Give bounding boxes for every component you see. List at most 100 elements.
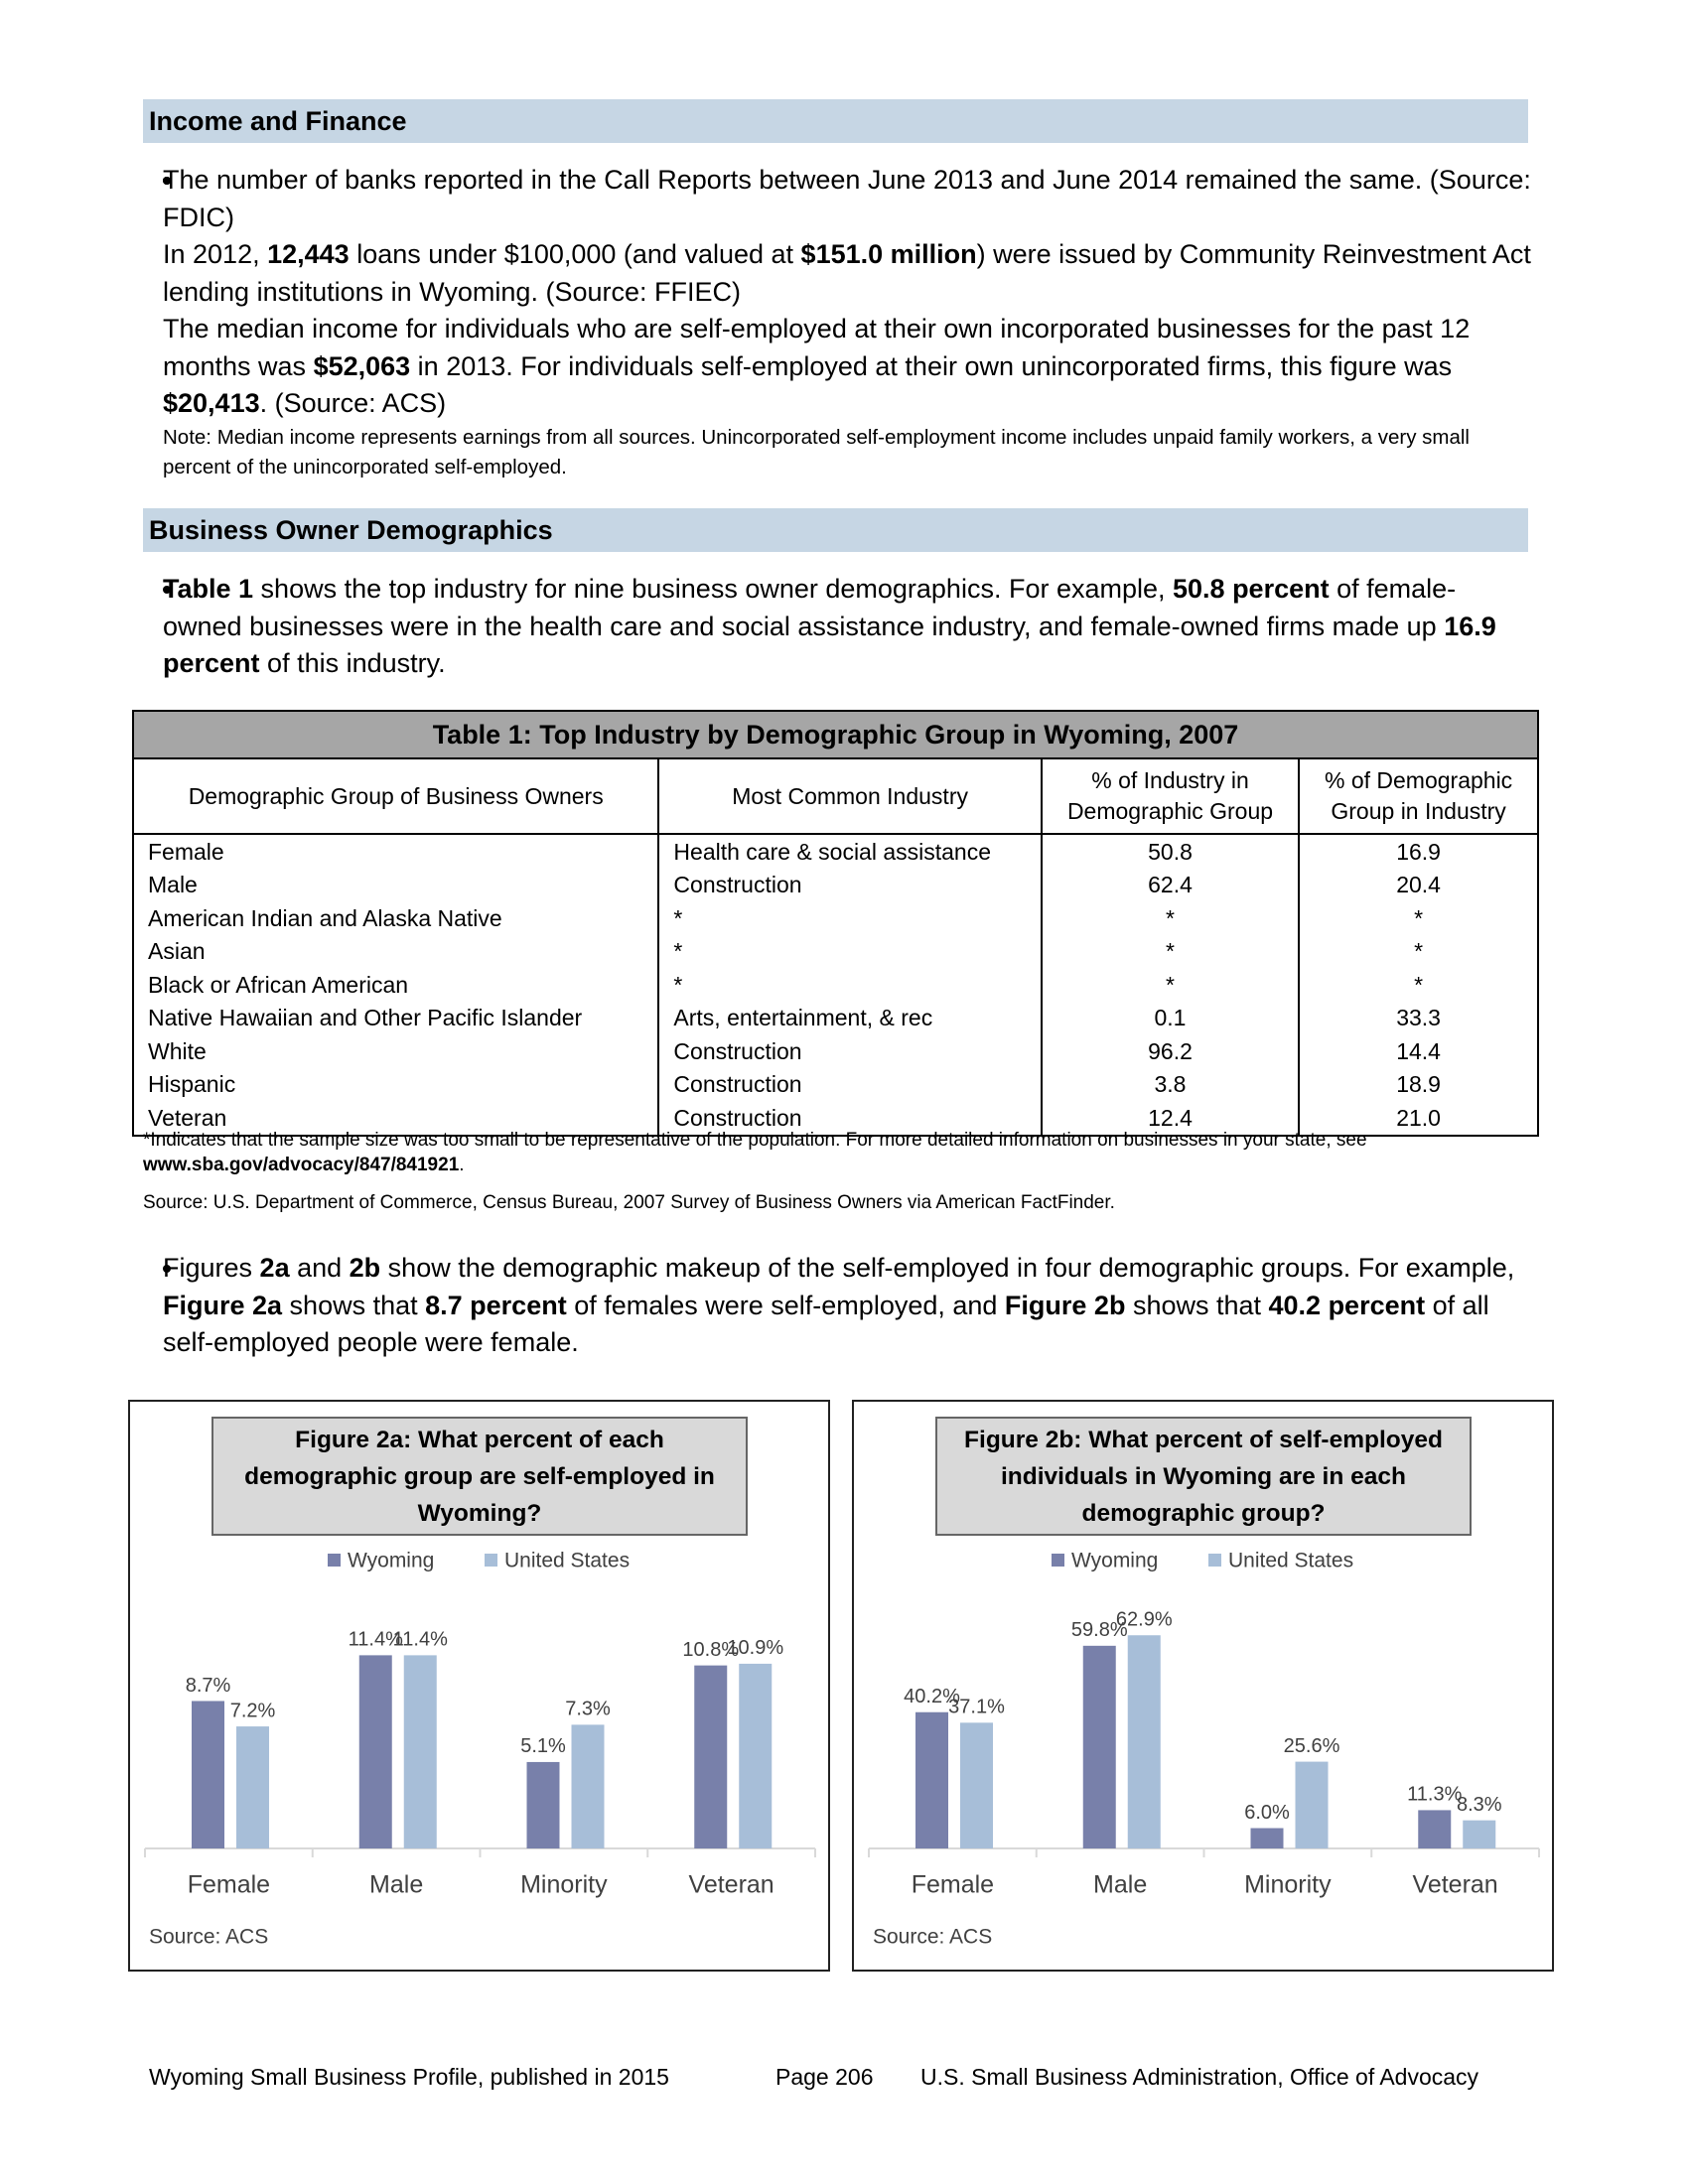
table-row: Hispanic Construction 3.8 18.9 xyxy=(131,1067,1539,1101)
legend-label: United States xyxy=(504,1550,630,1572)
table-cell: 18.9 xyxy=(1298,1067,1539,1101)
bar xyxy=(192,1701,224,1848)
bar xyxy=(1463,1820,1496,1848)
text-run: and xyxy=(289,1253,350,1283)
bullet-dot xyxy=(163,177,171,185)
bar xyxy=(1250,1828,1284,1848)
bullet-list: The number of banks reported in the Call… xyxy=(163,162,1534,482)
column-header: Demographic Group of Business Owners xyxy=(131,757,660,835)
bullet-list: Figures 2a and 2b show the demographic m… xyxy=(163,1250,1534,1362)
chart: Wyoming United States Female 8.7% 7.2% Male 11… xyxy=(144,1550,816,1949)
text-run: . (Source: ACS) xyxy=(259,388,447,418)
table-cell: 96.2 xyxy=(1040,1034,1301,1068)
text-run: Figures xyxy=(163,1253,260,1283)
column-header: % of Industry in Demographic Group xyxy=(1040,757,1301,835)
legend-label: United States xyxy=(1228,1550,1353,1572)
table-cell: 33.3 xyxy=(1298,1001,1539,1034)
bar xyxy=(358,1655,392,1848)
data-label: 37.1% xyxy=(948,1697,1005,1718)
table-cell: * xyxy=(657,968,1043,1002)
table-cell: Native Hawaiian and Other Pacific Island… xyxy=(131,1001,660,1034)
table-cell: Construction xyxy=(657,1101,1043,1136)
table-cell: 3.8 xyxy=(1040,1067,1301,1101)
table-cell: Construction xyxy=(657,868,1043,901)
table-cell: 14.4 xyxy=(1298,1034,1539,1068)
table-cell: * xyxy=(1040,968,1301,1002)
table-cell: Male xyxy=(131,868,660,901)
text-run: of females were self-employed, and xyxy=(566,1290,1005,1320)
bold-run: $52,063 xyxy=(313,350,411,381)
bullet: Table 1 shows the top industry for nine … xyxy=(163,571,1534,683)
data-label: 62.9% xyxy=(1116,1609,1173,1631)
x-tick-label: Veteran xyxy=(1413,1871,1498,1899)
text-run: in 2013. For individuals self-employed a… xyxy=(410,350,1453,381)
bar xyxy=(1295,1761,1329,1848)
data-label: 8.7% xyxy=(186,1675,231,1697)
data-label: 11.3% xyxy=(1407,1784,1462,1806)
table-cell: 20.4 xyxy=(1298,868,1539,901)
chart-title: Figure 2a: What percent of each demograp… xyxy=(211,1417,748,1536)
section-heading: Business Owner Demographics xyxy=(143,508,1528,552)
x-tick-label: Male xyxy=(1093,1871,1147,1899)
figure: Figure 2a: What percent of each demograp… xyxy=(128,1400,830,1972)
data-label: 5.1% xyxy=(520,1735,566,1757)
data-label: 10.8% xyxy=(682,1639,739,1661)
table-row: American Indian and Alaska Native * * * xyxy=(131,901,1539,935)
table-source: Source: U.S. Department of Commerce, Cen… xyxy=(143,1192,1115,1213)
bold-run: $151.0 million xyxy=(800,239,977,269)
bold-run: 2b xyxy=(349,1253,381,1283)
footer-left: Wyoming Small Business Profile, publishe… xyxy=(149,2064,669,2090)
table-cell: * xyxy=(1298,934,1539,968)
data-label: 7.3% xyxy=(565,1699,611,1720)
text-run: shows the top industry for nine business… xyxy=(253,574,1174,604)
legend-label: Wyoming xyxy=(1071,1550,1158,1572)
bar xyxy=(526,1761,560,1848)
text-run: ) were issued by Community Reinvestment … xyxy=(163,239,1531,307)
chart: Wyoming United States Female 40.2%37.1% Male… xyxy=(868,1550,1540,1949)
table-cell: Female xyxy=(131,834,660,869)
bar xyxy=(960,1722,993,1848)
bar xyxy=(403,1655,437,1848)
table-cell: Veteran xyxy=(131,1101,660,1136)
text-run: *Indicates that the sample size was too … xyxy=(143,1130,1367,1151)
table-row: Female Health care & social assistance 50.… xyxy=(131,834,1539,869)
x-tick-label: Male xyxy=(369,1871,423,1899)
bold-run: Figure 2a xyxy=(163,1290,283,1320)
bold-run: Table 1 xyxy=(163,574,254,604)
text-run: . xyxy=(459,1155,465,1175)
bold-run: 12,443 xyxy=(267,239,350,269)
table-cell: * xyxy=(1040,934,1301,968)
text-run: In 2012, xyxy=(163,239,268,269)
data-label: 40.2% xyxy=(904,1686,960,1707)
text-run: shows that xyxy=(282,1290,426,1320)
legend-label: Wyoming xyxy=(348,1550,434,1572)
section-heading: Income and Finance xyxy=(143,99,1528,143)
bullet: In 2012, 12,443 loans under $100,000 (an… xyxy=(163,177,1534,311)
text-run: The number of banks reported in the Call… xyxy=(163,165,1531,232)
table-cell: Black or African American xyxy=(131,968,660,1002)
text-run: of this industry. xyxy=(259,648,446,678)
footer-right: U.S. Small Business Administration, Offi… xyxy=(920,2064,1479,2090)
table-footnote: *Indicates that the sample size was too … xyxy=(143,1128,1533,1177)
table-cell: Construction xyxy=(657,1034,1043,1068)
note: Note: Median income represents earnings … xyxy=(163,425,1470,478)
data-label: 11.4% xyxy=(349,1629,403,1651)
bullet: Figures 2a and 2b show the demographic m… xyxy=(163,1250,1534,1362)
bar xyxy=(915,1711,948,1848)
bullet: The number of banks reported in the Call… xyxy=(163,162,1534,236)
table-row: Black or African American * * * xyxy=(131,968,1539,1002)
table-cell: 62.4 xyxy=(1040,868,1301,901)
x-tick-label: Veteran xyxy=(689,1871,774,1899)
data-label: 7.2% xyxy=(230,1700,276,1721)
table-row: Asian * * * xyxy=(131,934,1539,968)
table-cell: American Indian and Alaska Native xyxy=(131,901,660,935)
table-cell: 16.9 xyxy=(1298,834,1539,869)
table-cell: Health care & social assistance xyxy=(657,834,1043,869)
table-cell: * xyxy=(1298,968,1539,1002)
bar xyxy=(1418,1810,1452,1848)
x-tick-label: Female xyxy=(188,1871,270,1899)
bold-run: 40.2 percent xyxy=(1268,1290,1426,1320)
table: Table 1: Top Industry by Demographic Gro… xyxy=(131,710,1539,1137)
table-cell: Arts, entertainment, & rec xyxy=(657,1001,1043,1034)
legend-swatch xyxy=(328,1554,341,1567)
